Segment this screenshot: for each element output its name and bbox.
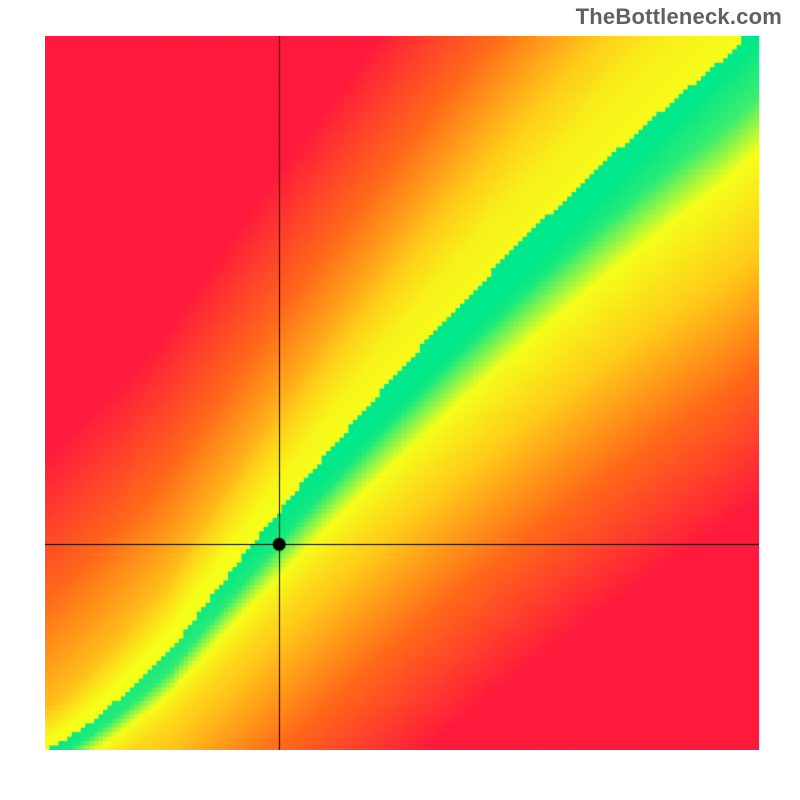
- heatmap-canvas: [45, 36, 759, 750]
- chart-container: TheBottleneck.com: [0, 0, 800, 800]
- watermark-text: TheBottleneck.com: [576, 4, 782, 30]
- plot-area: [45, 36, 759, 750]
